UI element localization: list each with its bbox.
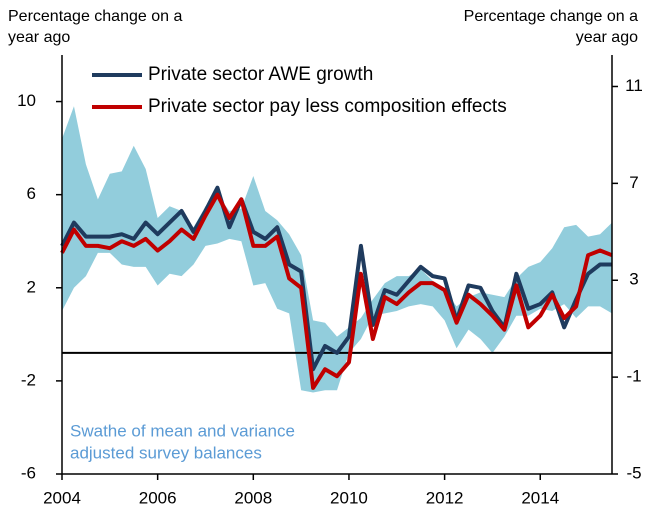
x-tick-label: 2008 [234, 488, 272, 507]
y2-tick-label: 7 [629, 173, 638, 192]
y2-tick-label: -1 [626, 367, 641, 386]
y-axis-label: Percentage change on a [8, 8, 182, 25]
y-tick-label: 6 [27, 184, 36, 203]
y2-axis-label: Percentage change on a [464, 8, 638, 25]
y2-axis-label: year ago [576, 29, 638, 46]
y-tick-label: 10 [17, 91, 36, 110]
x-tick-label: 2010 [330, 488, 368, 507]
y-axis-label: year ago [8, 29, 70, 46]
swathe [62, 106, 612, 393]
y-tick-label: 2 [27, 277, 36, 296]
y-tick-label: -2 [21, 370, 36, 389]
x-tick-label: 2006 [139, 488, 177, 507]
y2-tick-label: 3 [629, 270, 638, 289]
x-tick-label: 2012 [426, 488, 464, 507]
y2-tick-label: -5 [626, 463, 641, 482]
annotation: Swathe of mean and variance [70, 421, 295, 440]
y2-tick-label: 11 [625, 76, 643, 95]
legend-label: Private sector pay less composition effe… [148, 96, 507, 117]
x-tick-label: 2004 [43, 488, 81, 507]
annotation: adjusted survey balances [70, 443, 262, 462]
series-line [60, 192, 613, 390]
x-tick-label: 2014 [521, 488, 559, 507]
series-line [60, 185, 612, 372]
legend-label: Private sector AWE growth [148, 64, 373, 85]
y-tick-label: -6 [21, 463, 36, 482]
